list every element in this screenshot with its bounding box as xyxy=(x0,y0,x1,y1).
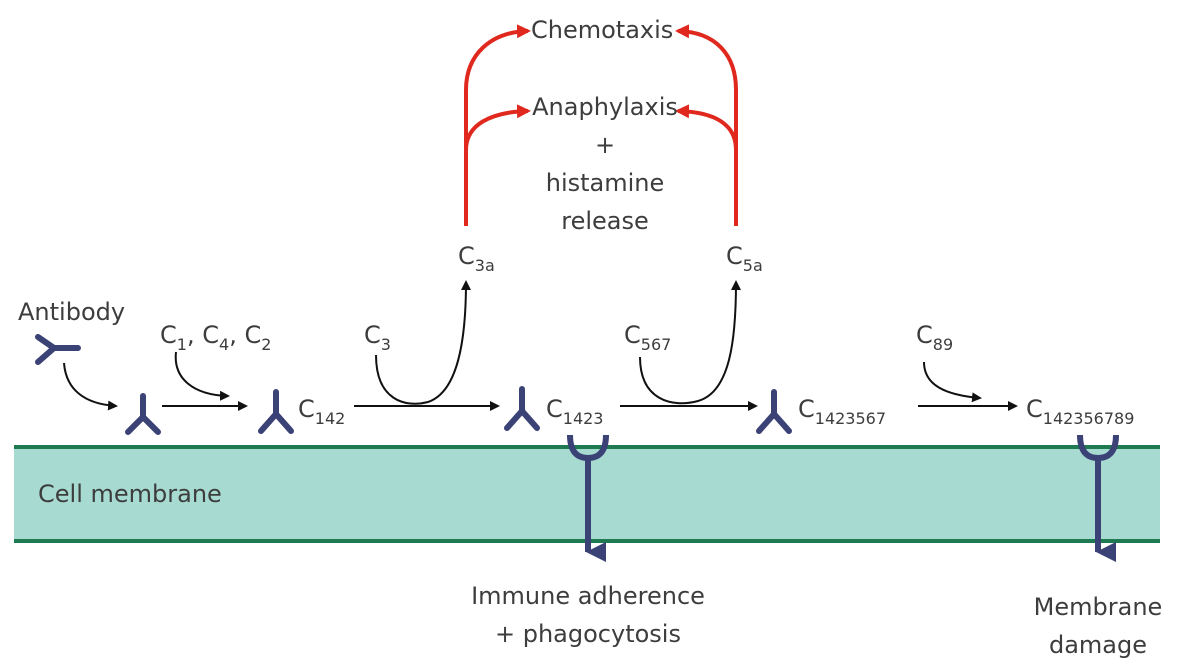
c5a-label: C5a xyxy=(726,242,763,275)
c3a-label: C3a xyxy=(458,242,495,275)
free-antibody-icon xyxy=(35,334,81,365)
c142-label: C142 xyxy=(298,395,346,428)
c567-label: C567 xyxy=(624,321,672,354)
membrane-text: Membrane xyxy=(1033,593,1163,621)
antibody-label: Antibody xyxy=(18,298,126,326)
c142356789-label: C142356789 xyxy=(1026,395,1135,428)
arrow-c89-added xyxy=(923,361,982,403)
cell-membrane-label: Cell membrane xyxy=(38,480,222,508)
red-arrow-c5a-to-chemotaxis xyxy=(675,24,738,226)
anaphylaxis-histamine-label: Anaphylaxis + histamine release xyxy=(515,88,695,240)
membrane-damage-receptor-arrow xyxy=(1077,434,1119,562)
release-text: release xyxy=(561,207,649,235)
immune-adherence-receptor-arrow xyxy=(567,434,609,562)
histamine-text: histamine xyxy=(545,169,665,197)
arrow-antibody-binds xyxy=(63,362,118,411)
arrow-c567-added-c5a-released xyxy=(639,280,741,405)
immune-adherence-label: Immune adherence + phagocytosis xyxy=(468,577,708,653)
red-arrow-c5a-to-anaphylaxis xyxy=(675,104,738,151)
phagocytosis-text: + phagocytosis xyxy=(495,620,681,648)
c1-c4-c2-label: C1, C4, C2 xyxy=(160,321,272,354)
immune-adherence-text: Immune adherence xyxy=(471,582,705,610)
bound-antibody-icon-4 xyxy=(756,389,792,434)
red-arrow-c3a-to-chemotaxis xyxy=(464,24,531,226)
anaphylaxis-text: Anaphylaxis xyxy=(532,93,678,121)
plus-text: + xyxy=(594,131,616,159)
arrow-c3-added-c3a-released xyxy=(375,280,471,405)
chemotaxis-label: Chemotaxis xyxy=(531,16,674,44)
bound-antibody-icon-1 xyxy=(125,393,161,435)
membrane-damage-label: Membrane damage xyxy=(1018,588,1177,664)
bound-antibody-icon-2 xyxy=(258,389,294,434)
damage-text: damage xyxy=(1048,631,1148,659)
c1423-label: C1423 xyxy=(546,395,604,428)
bound-antibody-icon-3 xyxy=(504,386,540,431)
c89-label: C89 xyxy=(916,321,954,354)
red-arrow-c3a-to-anaphylaxis xyxy=(464,104,531,151)
arrow-c1-c4-c2-added xyxy=(174,351,230,401)
c3-label: C3 xyxy=(364,321,391,354)
c1423567-label: C1423567 xyxy=(798,395,887,428)
